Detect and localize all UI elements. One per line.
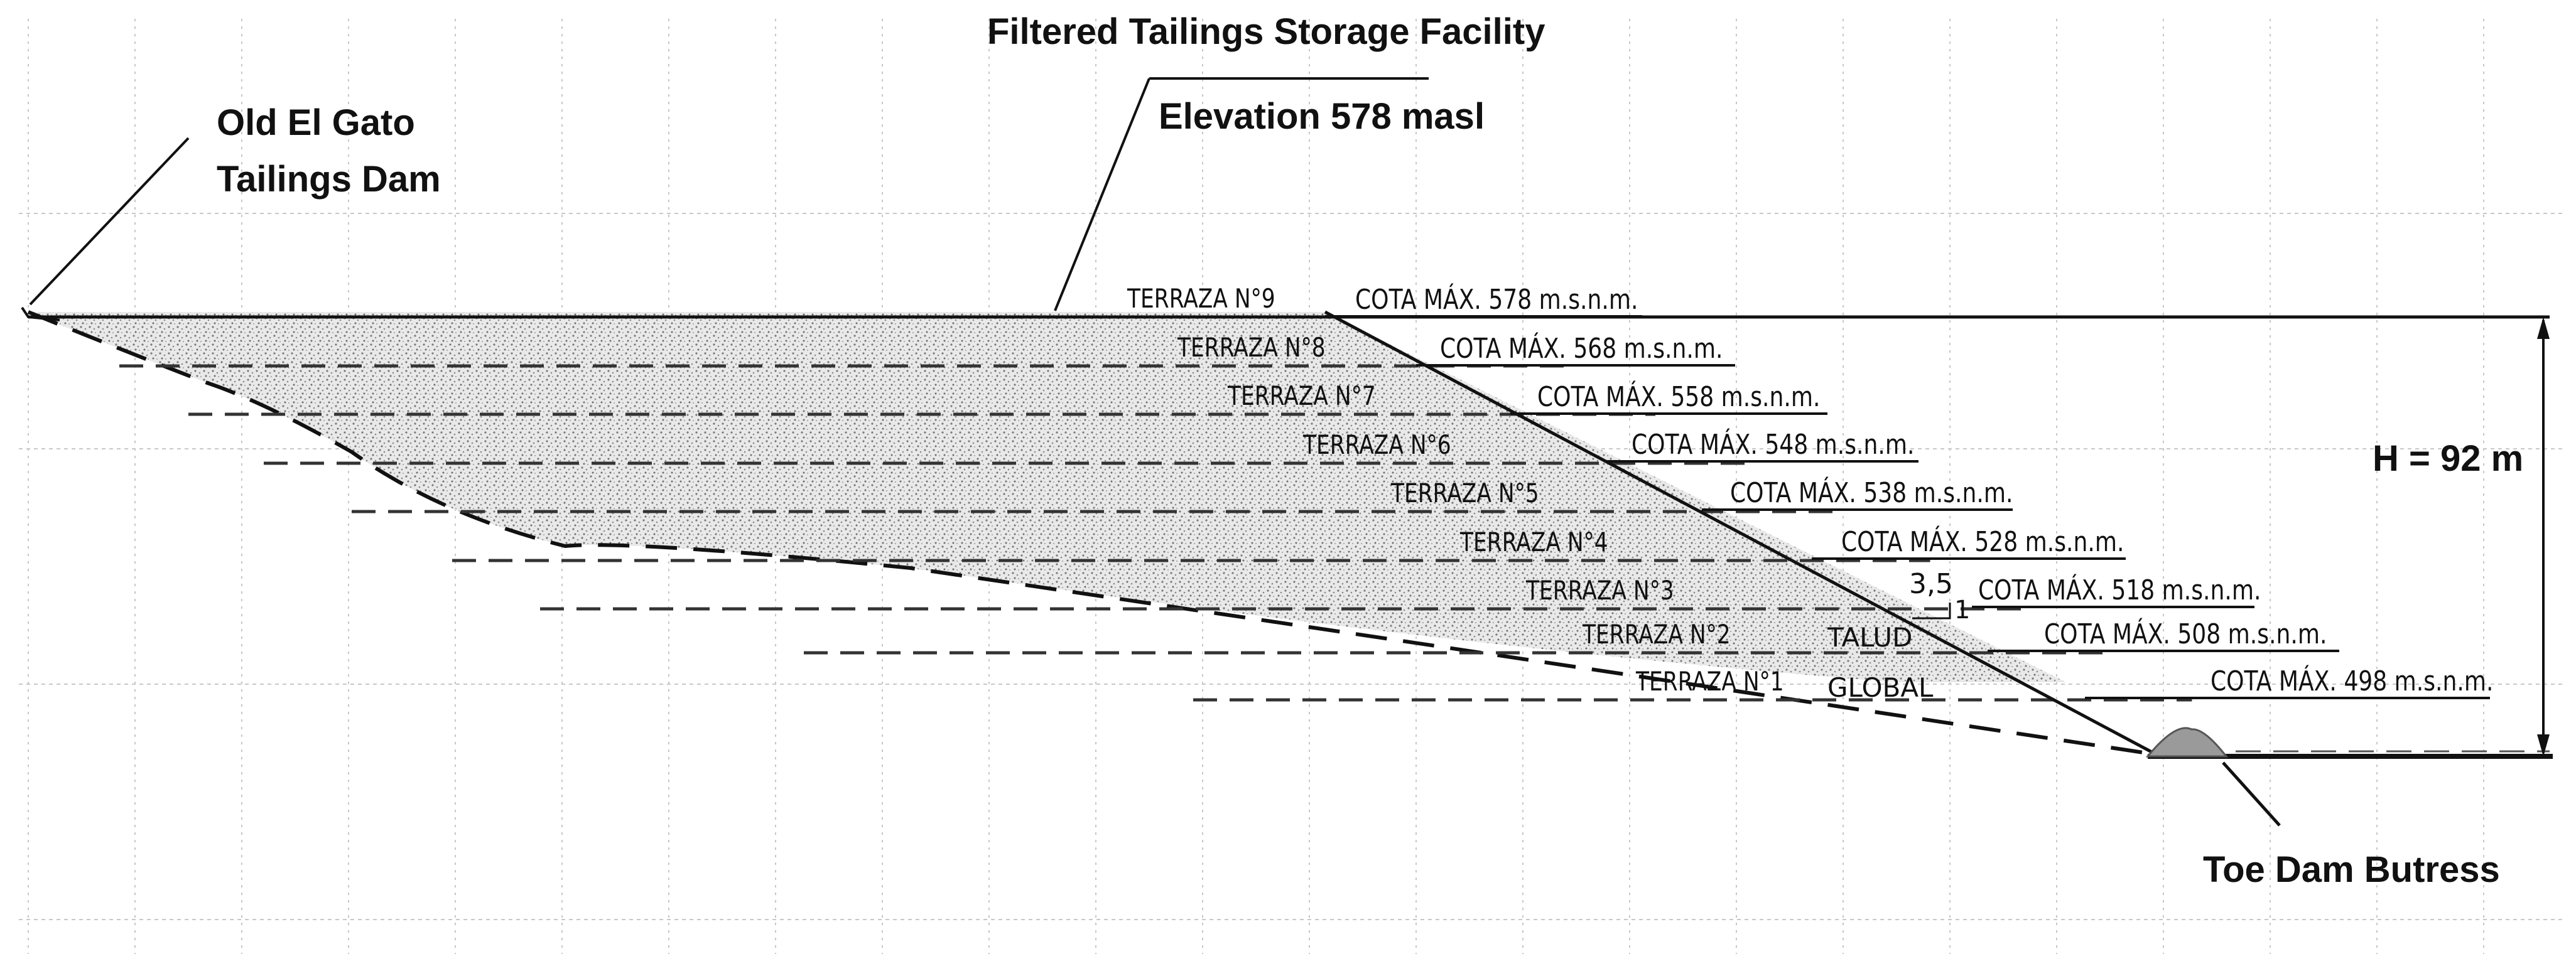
toe-buttress-label: Toe Dam Butress [2203,849,2500,890]
old-dam-label-line2: Tailings Dam [217,159,441,200]
terrace-max-elevation-label: COTA MÁX. 508 m.s.n.m. [2044,617,2327,650]
terrace-name-label: TERRAZA N°8 [1177,333,1326,363]
terrace-labels: TERRAZA N°9 COTA MÁX. 578 m.s.n.m. TERRAZA… [1127,282,2493,699]
slope-ratio-triangle [1912,603,1951,620]
facility-leader-line [1054,78,1150,311]
height-arrow-top [2537,317,2550,339]
old-dam-leader-line [29,137,190,306]
old-dam-slope-line [27,310,2148,755]
height-label: H = 92 m [2373,438,2523,479]
talud-label: TALUD [1827,622,1913,653]
terrace-max-elevation-label: COTA MÁX. 548 m.s.n.m. [1632,427,1914,460]
toe-buttress-leader-line [2222,761,2281,827]
terrace-max-elevation-label: COTA MÁX. 538 m.s.n.m. [1730,476,2013,508]
facility-title: Filtered Tailings Storage Facility [987,11,1545,52]
slope-ratio-vertical: 1 [1954,596,1970,625]
terrace-dashed-lines [119,364,2192,702]
terrace-name-label: TERRAZA N°5 [1390,478,1539,509]
terrace-max-elevation-label: COTA MÁX. 498 m.s.n.m. [2211,664,2493,697]
terrace-name-label: TERRAZA N°6 [1302,430,1451,461]
terrace-max-elevation-label: COTA MÁX. 518 m.s.n.m. [1978,573,2261,606]
global-label: GLOBAL [1827,672,1934,703]
height-arrow-bottom [2537,734,2550,756]
old-dam-label-line1: Old El Gato [217,102,415,143]
terrace-name-label: TERRAZA N°3 [1525,576,1674,606]
slope-ratio-horizontal: 3,5 [1909,568,1953,600]
facility-elevation: Elevation 578 masl [1159,96,1485,137]
terrace-name-label: TERRAZA N°4 [1459,527,1608,558]
old-dam-crest-corner [21,306,60,321]
terrace-max-elevation-label: COTA MÁX. 578 m.s.n.m. [1355,282,1638,315]
terrace-name-label: TERRAZA N°1 [1635,667,1784,697]
terrace-max-elevation-label: COTA MÁX. 568 m.s.n.m. [1440,331,1723,364]
downstream-slope-line [1324,310,2155,755]
terrace-max-elevation-label: COTA MÁX. 528 m.s.n.m. [1841,525,2124,557]
terrace-name-label: TERRAZA N°7 [1227,381,1376,412]
tailings-fill-area [28,312,2066,682]
terrace-name-label: TERRAZA N°9 [1127,284,1275,314]
terrace-max-elevation-label: COTA MÁX. 558 m.s.n.m. [1537,380,1820,412]
toe-dam-buttress-shape [2145,727,2229,758]
terrace-name-label: TERRAZA N°2 [1582,620,1731,650]
